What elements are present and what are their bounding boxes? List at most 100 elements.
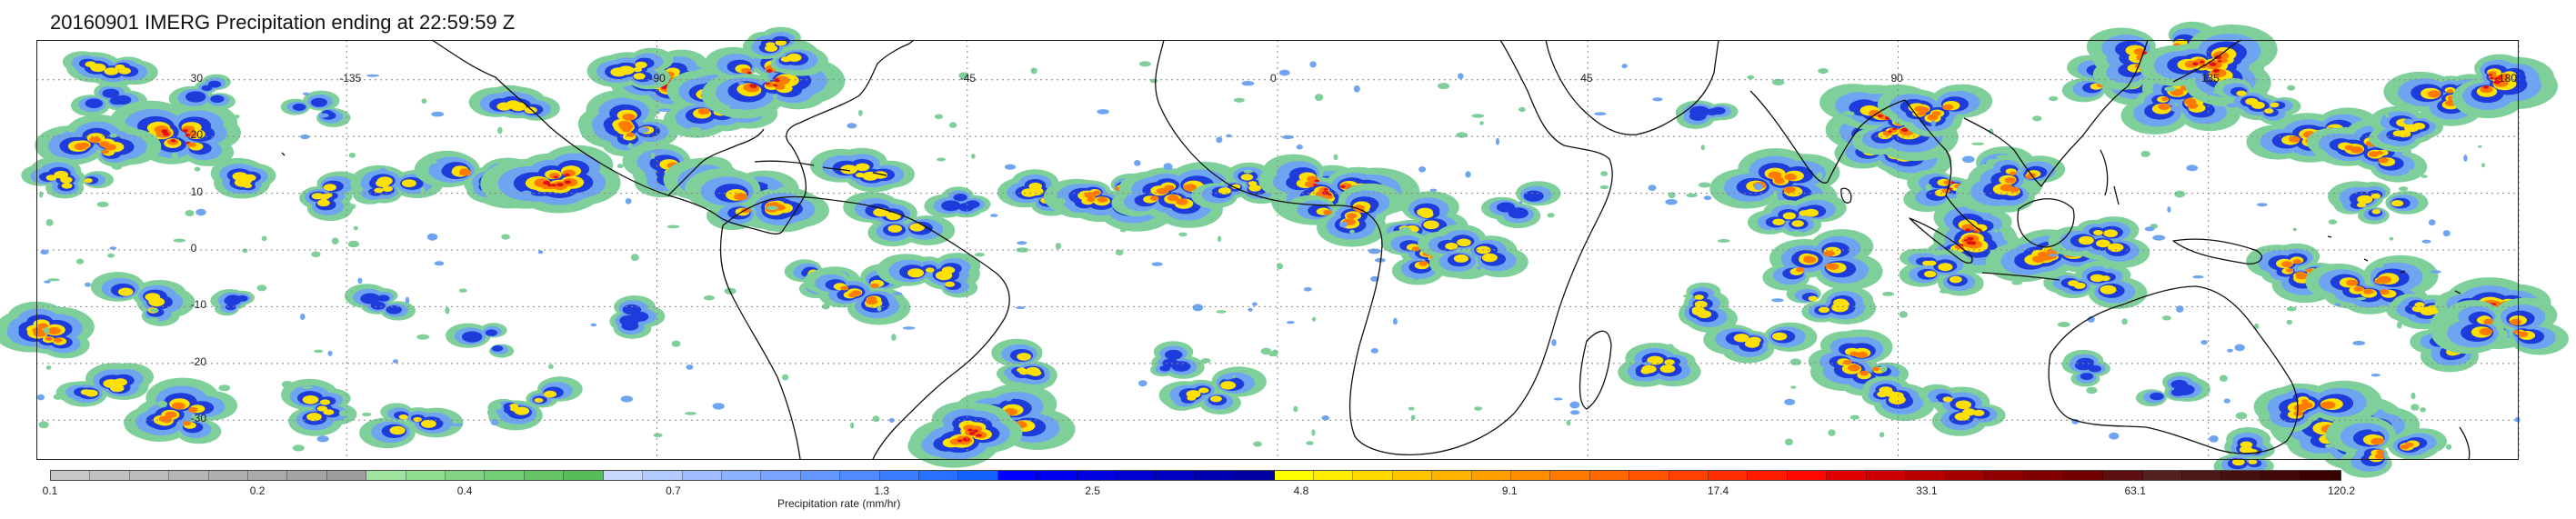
- colorbar-segment: [326, 471, 367, 480]
- precipitation-blob: [401, 179, 416, 188]
- colorbar-segment: [1274, 471, 1314, 480]
- coastline-caribbean: [754, 160, 887, 176]
- coastline-new-zealand: [2459, 426, 2471, 461]
- precipitation-speck: [2235, 412, 2248, 420]
- precipitation-blob: [2517, 331, 2529, 337]
- precipitation-speck: [109, 246, 117, 250]
- precipitation-speck: [185, 210, 195, 216]
- precipitation-speck: [2260, 400, 2269, 407]
- colorbar-segment: [248, 471, 288, 480]
- precipitation-speck: [2161, 315, 2171, 321]
- precipitation-blob: [243, 174, 256, 182]
- precipitation-blob: [1323, 209, 1333, 215]
- precipitation-speck: [1399, 226, 1411, 235]
- precipitation-speck: [1306, 441, 1314, 445]
- precipitation-blob: [1218, 187, 1231, 195]
- precipitation-blob: [1825, 263, 1837, 269]
- precipitation-speck: [1471, 114, 1485, 118]
- precipitation-speck: [428, 161, 438, 165]
- precipitation-speck: [1599, 185, 1609, 190]
- precipitation-speck: [2421, 175, 2428, 178]
- precipitation-blob: [1084, 192, 1097, 199]
- coastline-arabia: [1545, 39, 1719, 135]
- precipitation-speck: [1600, 171, 1609, 177]
- precipitation-blob: [855, 163, 870, 172]
- precipitation-speck: [548, 364, 554, 369]
- precipitation-blob: [1823, 250, 1835, 257]
- precipitation-speck: [686, 364, 694, 370]
- coastline-philippines: [2100, 149, 2120, 205]
- precipitation-speck: [889, 417, 895, 424]
- latitude-label: 20: [190, 128, 204, 142]
- colorbar-tick-label: 0.7: [666, 484, 681, 497]
- precipitation-speck: [1519, 201, 1523, 205]
- precipitation-speck: [1993, 229, 1999, 233]
- longitude-label: 0: [1270, 71, 1277, 85]
- precipitation-speck: [2287, 85, 2296, 91]
- precipitation-blob: [1025, 366, 1041, 375]
- precipitation-blob: [1176, 198, 1188, 205]
- precipitation-blob: [89, 136, 101, 144]
- precipitation-speck: [81, 334, 89, 338]
- precipitation-speck: [1004, 164, 1017, 170]
- colorbar-segment: [2103, 471, 2143, 480]
- precipitation-blob: [2346, 279, 2359, 286]
- precipitation-speck: [2478, 145, 2482, 148]
- precipitation-speck: [1899, 311, 1908, 318]
- precipitation-blob: [610, 67, 627, 77]
- precipitation-blob: [734, 193, 748, 201]
- precipitation-speck: [85, 282, 91, 287]
- precipitation-speck: [1216, 136, 1223, 144]
- precipitation-blob: [543, 180, 550, 185]
- precipitation-blob: [45, 175, 57, 181]
- precipitation-speck: [1962, 155, 1975, 164]
- precipitation-blob: [113, 378, 127, 386]
- precipitation-blob: [887, 225, 902, 233]
- map-title: 20160901 IMERG Precipitation ending at 2…: [50, 11, 516, 34]
- precipitation-speck: [2170, 105, 2179, 112]
- precipitation-speck: [1281, 135, 1294, 139]
- precipitation-blob: [61, 183, 73, 189]
- precipitation-blob: [110, 384, 125, 393]
- precipitation-speck: [2320, 115, 2324, 118]
- precipitation-speck: [974, 253, 985, 257]
- precipitation-blob: [1972, 409, 1985, 416]
- precipitation-blob: [544, 390, 557, 398]
- colorbar-tick-label: 0.2: [249, 484, 266, 497]
- precipitation-speck: [2121, 318, 2128, 325]
- precipitation-blob: [2090, 274, 2105, 283]
- precipitation-speck: [850, 422, 855, 429]
- precipitation-blob: [1965, 228, 1971, 232]
- colorbar-segment: [1116, 471, 1157, 480]
- precipitation-speck: [362, 412, 372, 417]
- precipitation-speck: [1192, 304, 1204, 312]
- precipitation-speck: [1474, 406, 1483, 411]
- precipitation-blob: [1877, 391, 1889, 398]
- precipitation-speck: [625, 198, 632, 205]
- precipitation-blob: [1888, 130, 1892, 133]
- precipitation-blob: [1804, 208, 1819, 217]
- colorbar-segment: [1866, 471, 1907, 480]
- colorbar-segment: [958, 471, 998, 480]
- precipitation-speck: [2200, 340, 2208, 345]
- precipitation-blob: [2108, 243, 2124, 253]
- precipitation-blob: [398, 414, 408, 420]
- precipitation-blob: [1027, 186, 1044, 196]
- precipitation-blob: [1423, 220, 1439, 230]
- precipitation-blob: [2009, 186, 2020, 193]
- precipitation-speck: [281, 381, 294, 388]
- colorbar-segment: [1037, 471, 1078, 480]
- precipitation-speck: [2174, 190, 2186, 198]
- precipitation-blob: [509, 103, 520, 109]
- precipitation-blob: [1869, 109, 1881, 117]
- precipitation-blob: [45, 336, 53, 342]
- precipitation-blob: [1240, 174, 1254, 181]
- precipitation-blob: [1942, 396, 1953, 403]
- precipitation-speck: [109, 133, 118, 138]
- precipitation-speck: [2164, 86, 2176, 92]
- colorbar-label: Precipitation rate (mm/hr): [777, 497, 901, 510]
- coastline-central-america: [667, 128, 765, 196]
- precipitation-speck: [65, 131, 70, 135]
- precipitation-speck: [2253, 323, 2260, 330]
- coastline-japan: [2172, 39, 2242, 83]
